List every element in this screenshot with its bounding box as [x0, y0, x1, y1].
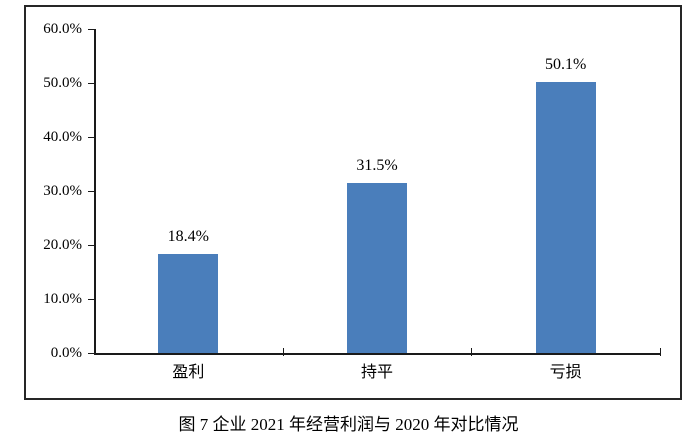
chart-area: 0.0% 10.0% 20.0% 30.0% 40.0% 50.0% 60.0% 18.4% 盈… — [24, 5, 682, 400]
bar-盈利 — [158, 253, 219, 353]
y-axis-tick — [88, 191, 94, 192]
y-axis-tick-label: 50.0% — [43, 75, 82, 91]
bar-持平 — [347, 182, 407, 353]
y-axis-tick — [88, 83, 94, 84]
x-axis-category-label: 持平 — [360, 364, 393, 381]
bar-亏损 — [535, 82, 596, 353]
y-axis-tick-label: 0.0% — [50, 345, 82, 361]
y-axis-tick-label: 40.0% — [43, 129, 82, 145]
bar-value-label: 31.5% — [356, 156, 398, 174]
y-axis-tick — [88, 29, 94, 30]
x-axis-tick — [282, 348, 284, 356]
figure-caption: 图 7 企业 2021 年经营利润与 2020 年对比情况 — [178, 415, 519, 434]
y-axis-tick-label: 30.0% — [43, 183, 82, 199]
x-axis-category-label: 盈利 — [172, 364, 205, 381]
y-axis-tick-label: 20.0% — [43, 237, 82, 253]
x-axis-category-label: 亏损 — [549, 364, 582, 381]
x-axis-tick — [660, 348, 661, 356]
bar-value-label: 50.1% — [544, 56, 587, 74]
bar-value-label: 18.4% — [167, 227, 209, 245]
y-axis-tick — [88, 299, 94, 300]
y-axis-tick-label: 60.0% — [43, 21, 82, 37]
y-axis-tick-label: 10.0% — [43, 291, 82, 307]
x-axis-line — [94, 353, 661, 355]
x-axis-tick — [471, 348, 473, 356]
y-axis-tick — [88, 353, 94, 354]
y-axis-tick — [88, 245, 94, 246]
y-axis-tick — [88, 137, 94, 138]
y-axis-line — [94, 29, 96, 354]
